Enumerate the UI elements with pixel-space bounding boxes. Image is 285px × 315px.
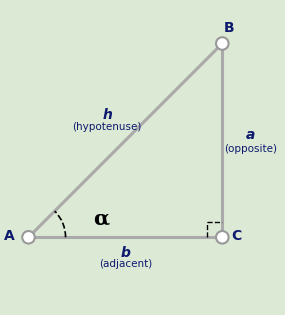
Text: α: α [93, 209, 109, 229]
Text: B: B [224, 21, 234, 35]
Text: C: C [231, 229, 241, 243]
Text: b: b [121, 246, 130, 260]
Text: (hypotenuse): (hypotenuse) [73, 122, 142, 132]
Text: (adjacent): (adjacent) [99, 259, 152, 269]
Circle shape [216, 37, 229, 50]
Text: A: A [3, 229, 14, 243]
Circle shape [216, 231, 229, 243]
Text: (opposite): (opposite) [224, 144, 277, 154]
Text: a: a [246, 128, 255, 142]
Text: h: h [102, 108, 112, 122]
Circle shape [22, 231, 35, 243]
